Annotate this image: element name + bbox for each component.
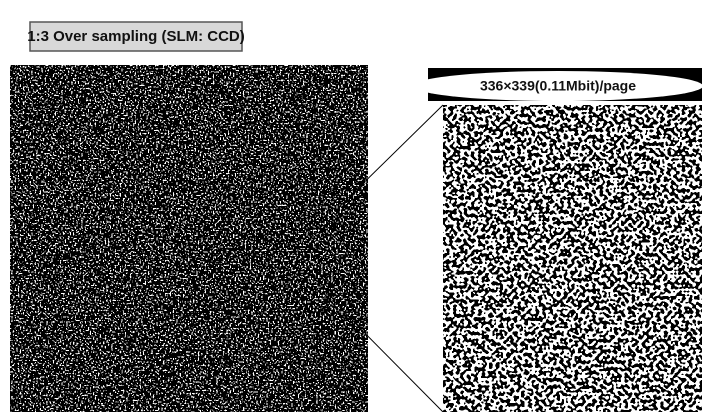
- right-label: 336×339(0.11Mbit)/page: [480, 78, 636, 94]
- zoom-line: [339, 307, 444, 413]
- oversampled-image: [10, 65, 368, 412]
- zoomed-image: [443, 105, 702, 412]
- label-ellipse: [413, 71, 702, 101]
- zoom-line: [339, 104, 444, 207]
- left-label: 1:3 Over sampling (SLM: CCD): [27, 28, 245, 45]
- label-box: [29, 21, 243, 52]
